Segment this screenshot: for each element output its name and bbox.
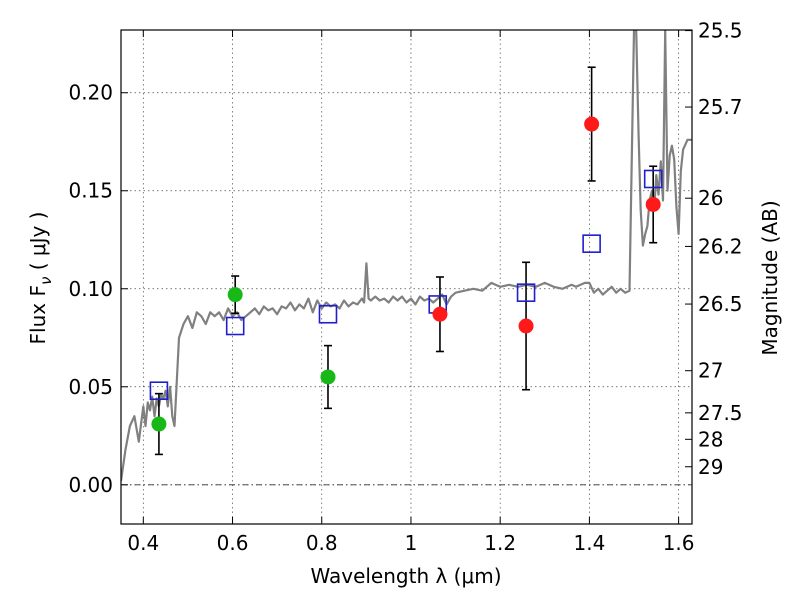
model-photometry-point (643, 169, 663, 189)
tick-layer: 0.4 0.6 0.8 1 1.2 1.4 1.6 0.00 0.05 0.10 0.15 0.20 2… (68, 19, 742, 555)
marker-layer (149, 66, 663, 456)
magnitude-tick-label: 27 (698, 359, 723, 383)
magnitude-tick-label: 27.5 (698, 401, 743, 425)
model-photometry-point (225, 316, 245, 336)
observed-flux-point (227, 287, 243, 303)
observed-flux-point (518, 318, 534, 334)
plot-frame (120, 29, 693, 525)
y-tick-label: 0.15 (68, 179, 113, 203)
observed-flux-point (584, 116, 600, 132)
x-tick-label: 0.8 (306, 531, 338, 555)
y-axis-title-unit: ( μJy ) (26, 212, 50, 277)
observed-flux-point (151, 416, 167, 432)
x-tick-label: 0.6 (217, 531, 249, 555)
y-axis-title: Flux Fν ( μJy ) (26, 212, 55, 345)
x-tick-label: 1.2 (484, 531, 516, 555)
y-tick-label: 0.05 (68, 375, 113, 399)
grid-layer (121, 30, 692, 524)
magnitude-tick-label: 29 (698, 455, 723, 479)
model-photometry-point (516, 283, 536, 302)
model-photometry-point (318, 304, 338, 324)
spectrum-layer (121, 30, 692, 482)
observed-flux-point (320, 369, 336, 385)
magnitude-tick-label: 26.2 (698, 234, 743, 258)
y-axis-title-sub: ν (37, 277, 55, 285)
x-tick-label: 1.4 (573, 531, 605, 555)
observed-flux-point (432, 306, 448, 322)
x-tick-label: 0.4 (127, 531, 159, 555)
magnitude-tick-label: 25.7 (698, 95, 743, 119)
model-photometry-point (149, 381, 169, 400)
magnitude-tick-label: 26.5 (698, 292, 743, 316)
magnitude-tick-label: 25.5 (698, 19, 743, 43)
magnitude-tick-label: 28 (698, 427, 723, 451)
observed-flux-point (645, 196, 661, 212)
magnitude-tick-label: 26 (698, 186, 723, 210)
y-tick-label: 0.10 (68, 277, 113, 301)
y-tick-label: 0.20 (68, 81, 113, 105)
y-tick-label: 0.00 (68, 473, 113, 497)
x-tick-label: 1 (405, 531, 418, 555)
x-axis-title: Wavelength λ (μm) (310, 564, 501, 588)
y-axis-title-main: Flux F (26, 285, 50, 344)
model-photometry-point (582, 234, 601, 253)
spectrum-line (121, 30, 692, 482)
x-tick-label: 1.6 (663, 531, 695, 555)
magnitude-axis-title: Magnitude (AB) (758, 200, 782, 355)
